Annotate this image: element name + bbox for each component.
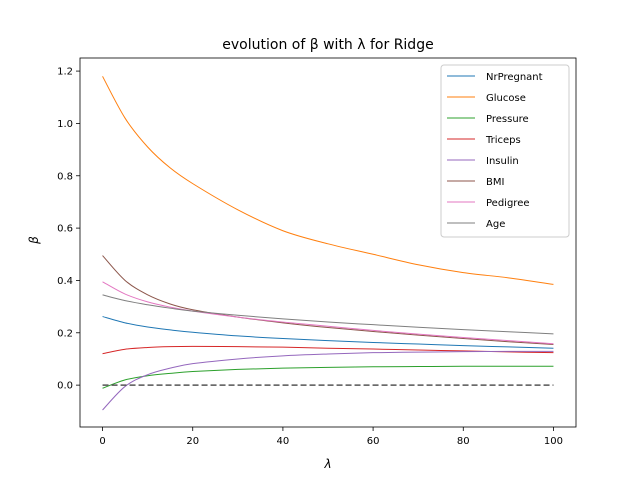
x-tick-label: 80 xyxy=(457,436,470,447)
series-line-triceps xyxy=(102,345,554,355)
y-tick-label: 0.8 xyxy=(57,171,73,182)
legend-label-age: Age xyxy=(486,219,505,230)
series-line-bmi xyxy=(102,255,554,346)
x-axis-label: λ xyxy=(323,457,331,471)
chart-title: evolution of β with λ for Ridge xyxy=(222,37,433,53)
legend-label-triceps: Triceps xyxy=(485,135,521,146)
series-line-pressure xyxy=(102,365,554,389)
series-line-glucose xyxy=(102,76,554,285)
series-line-nrpregnant xyxy=(102,316,554,349)
series-line-age xyxy=(102,294,554,335)
legend-label-glucose: Glucose xyxy=(486,93,526,104)
legend-label-pedigree: Pedigree xyxy=(486,198,530,209)
legend-label-pressure: Pressure xyxy=(486,114,529,125)
y-tick-label: 0.0 xyxy=(57,381,73,392)
x-tick-label: 0 xyxy=(99,436,105,447)
series-line-pedigree xyxy=(102,281,554,345)
legend-label-nrpregnant: NrPregnant xyxy=(486,72,543,83)
legend: NrPregnant Glucose Pressure Triceps Insulin B… xyxy=(440,64,570,238)
plot-area xyxy=(79,57,577,428)
axes-frame xyxy=(79,57,577,428)
legend-label-insulin: Insulin xyxy=(486,156,519,167)
y-tick-label: 0.4 xyxy=(57,276,73,287)
y-axis-label: β xyxy=(27,236,41,245)
x-tick-label: 20 xyxy=(186,436,199,447)
x-tick-label: 60 xyxy=(367,436,380,447)
x-tick-label: 100 xyxy=(544,436,563,447)
x-axis: 0 20 40 60 80 100 xyxy=(99,427,563,447)
legend-label-bmi: BMI xyxy=(486,177,504,188)
x-tick-label: 40 xyxy=(277,436,290,447)
y-axis: 0.0 0.2 0.4 0.6 0.8 1.0 1.2 xyxy=(57,67,80,392)
series-line-insulin xyxy=(102,350,554,411)
y-tick-label: 1.0 xyxy=(57,119,73,130)
y-tick-label: 0.2 xyxy=(57,328,73,339)
y-tick-label: 0.6 xyxy=(57,224,73,235)
y-tick-label: 1.2 xyxy=(57,67,73,78)
legend-box xyxy=(440,64,570,238)
